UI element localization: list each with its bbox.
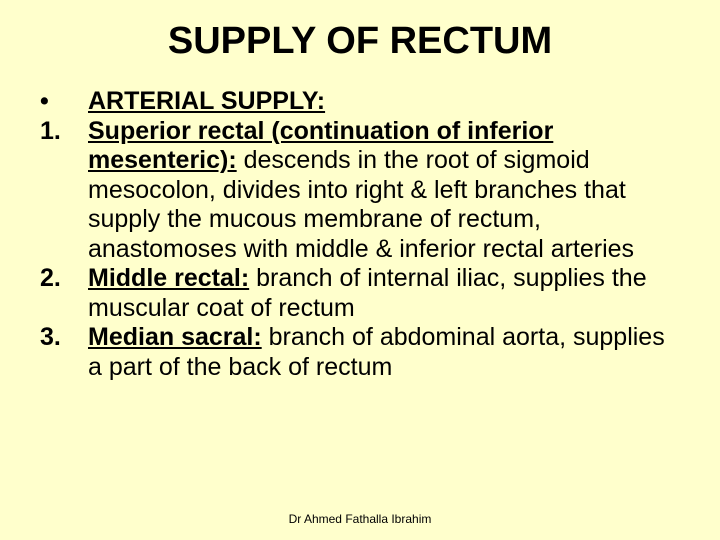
list-marker: 3.	[40, 323, 88, 382]
item-lead: Median sacral:	[88, 323, 262, 351]
item-lead: ARTERIAL SUPPLY:	[88, 87, 325, 115]
list-marker: 1.	[40, 117, 88, 265]
list-item-text: ARTERIAL SUPPLY:	[88, 87, 680, 117]
slide-footer: Dr Ahmed Fathalla Ibrahim	[0, 512, 720, 526]
slide-body: • ARTERIAL SUPPLY: 1. Superior rectal (c…	[40, 87, 680, 382]
list-item: • ARTERIAL SUPPLY:	[40, 87, 680, 117]
list-item-text: Middle rectal: branch of internal iliac,…	[88, 264, 680, 323]
list-item: 2. Middle rectal: branch of internal ili…	[40, 264, 680, 323]
list-item-text: Superior rectal (continuation of inferio…	[88, 117, 680, 265]
list-marker: •	[40, 87, 88, 117]
list-marker: 2.	[40, 264, 88, 323]
list-item-text: Median sacral: branch of abdominal aorta…	[88, 323, 680, 382]
list-item: 1. Superior rectal (continuation of infe…	[40, 117, 680, 265]
list-item: 3. Median sacral: branch of abdominal ao…	[40, 323, 680, 382]
item-lead: Middle rectal:	[88, 264, 249, 292]
bullet-list: • ARTERIAL SUPPLY: 1. Superior rectal (c…	[40, 87, 680, 382]
slide-title: SUPPLY OF RECTUM	[40, 20, 680, 63]
